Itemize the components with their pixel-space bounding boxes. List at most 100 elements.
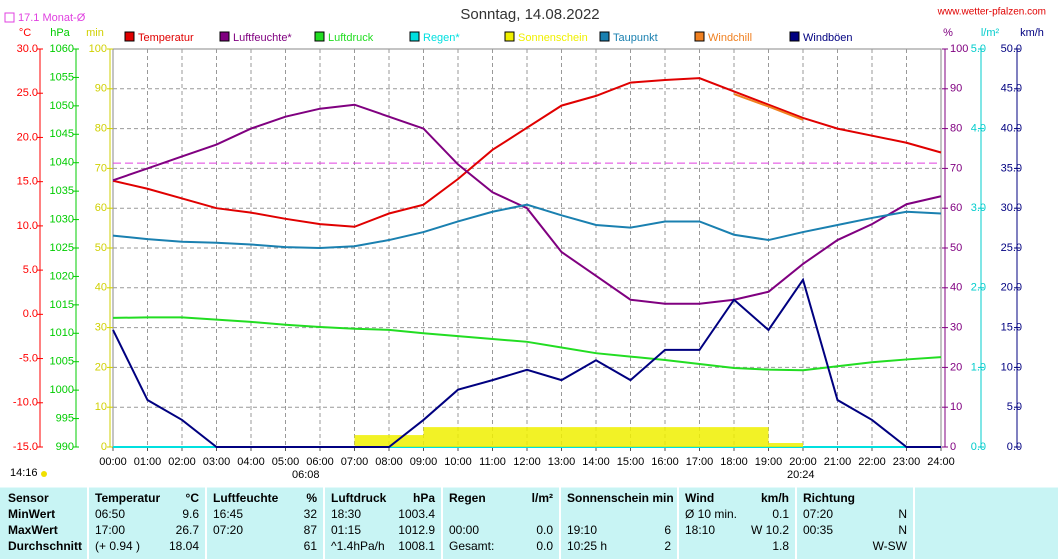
x-tick-label: 21:00 — [824, 456, 852, 468]
x-tick-label: 04:00 — [237, 456, 265, 468]
y-tick-label: 35.0 — [1001, 162, 1022, 174]
x-tick-label: 12:00 — [513, 456, 541, 468]
y-tick-label: 0 — [101, 441, 107, 453]
series-line — [112, 316, 942, 372]
x-tick-label: 07:00 — [341, 456, 369, 468]
x-tick-label: 20:00 — [789, 456, 817, 468]
y-tick-label: 2.0 — [971, 282, 986, 294]
series-line — [112, 277, 941, 448]
axis-unit: l/m² — [981, 27, 1000, 39]
y-tick-label: 25.0 — [1001, 242, 1022, 254]
table-cell: 1.8 — [772, 539, 789, 553]
y-tick-label: 60 — [950, 202, 962, 214]
legend-label: Luftdruck — [328, 32, 374, 44]
axis-unit: % — [943, 27, 953, 39]
table-cell: 61 — [304, 539, 318, 553]
y-tick-label: 20.0 — [17, 131, 38, 143]
table-unit: % — [306, 491, 317, 505]
legend-swatch — [599, 31, 610, 42]
y-tick-label: 990 — [56, 441, 74, 453]
legend-swatch — [314, 31, 325, 42]
x-tick-label: 00:00 — [99, 456, 127, 468]
table-row-label: Durchschnitt — [8, 539, 82, 553]
table-cell: 01:15 — [331, 523, 361, 537]
table-unit: l/m² — [532, 491, 553, 505]
table-row-label: MaxWert — [8, 523, 58, 537]
table-cell: 18:30 — [331, 507, 361, 521]
reference-label: 17.1 Monat-Ø — [18, 12, 86, 24]
table-cell: (+ 0.94 ) — [95, 539, 140, 553]
y-tick-label: 25.0 — [17, 87, 38, 99]
table-cell: 00:00 — [449, 523, 479, 537]
table-cell: 10:25 h — [567, 539, 607, 553]
y-tick-label: 5.0 — [971, 43, 986, 55]
y-tick-label: 20 — [950, 361, 962, 373]
sunshine-bar — [561, 427, 596, 447]
y-tick-label: 1025 — [50, 242, 74, 254]
series-line — [733, 93, 804, 121]
table-cell: 0.0 — [536, 539, 553, 553]
x-tick-label: 24:00 — [927, 456, 955, 468]
y-tick-label: 30 — [950, 322, 962, 334]
y-tick-label: 4.0 — [971, 123, 986, 135]
series-line — [112, 203, 942, 250]
sunshine-bar — [596, 427, 631, 447]
x-tick-label: 03:00 — [203, 456, 231, 468]
y-tick-label: -15.0 — [13, 441, 38, 453]
y-tick-label: 1015 — [50, 299, 74, 311]
legend-label: Windchill — [708, 32, 752, 44]
legend-label: Luftfeuchte* — [233, 32, 292, 44]
table-cell: 32 — [304, 507, 318, 521]
y-tick-label: 0 — [950, 441, 956, 453]
table-cell: 17:00 — [95, 523, 125, 537]
x-tick-label: 05:00 — [272, 456, 300, 468]
legend-swatch — [504, 31, 515, 42]
axis-unit: km/h — [1020, 27, 1044, 39]
sunshine-bar — [768, 443, 803, 447]
table-header: Luftdruck — [331, 491, 387, 505]
y-tick-label: 40 — [950, 282, 962, 294]
x-tick-label: 09:00 — [410, 456, 438, 468]
y-tick-label: -10.0 — [13, 397, 38, 409]
x-tick-label: 16:00 — [651, 456, 679, 468]
table-cell: 07:20 — [803, 507, 833, 521]
chart-title: Sonntag, 14.08.2022 — [460, 6, 599, 23]
y-tick-label: 1045 — [50, 128, 74, 140]
x-tick-label: 14:00 — [582, 456, 610, 468]
table-cell: 6 — [664, 523, 671, 537]
table-header: Wind — [685, 491, 714, 505]
y-tick-label: 90 — [95, 83, 107, 95]
x-tick-label: 02:00 — [168, 456, 196, 468]
y-tick-label: 80 — [95, 123, 107, 135]
table-unit: km/h — [761, 491, 789, 505]
x-tick-label: 23:00 — [893, 456, 921, 468]
table-cell: W-SW — [873, 539, 908, 553]
table-cell: N — [898, 507, 907, 521]
sunshine-bar — [492, 427, 527, 447]
y-tick-label: 30.0 — [17, 43, 38, 55]
sunshine-bar — [458, 427, 493, 447]
sunshine-bar — [527, 427, 562, 447]
sunshine-bar — [734, 427, 769, 447]
x-tick-label: 22:00 — [858, 456, 886, 468]
y-tick-label: 1010 — [50, 327, 74, 339]
y-tick-label: 10 — [950, 401, 962, 413]
y-tick-label: 1040 — [50, 157, 74, 169]
y-tick-label: 70 — [95, 162, 107, 174]
y-tick-label: 0.0 — [23, 308, 38, 320]
legend-swatch — [219, 31, 230, 42]
axis-unit: hPa — [50, 27, 70, 39]
table-cell: 07:20 — [213, 523, 243, 537]
y-tick-label: 70 — [950, 162, 962, 174]
source: www.wetter-pfalzen.com — [937, 7, 1046, 18]
x-tick-label: 06:00 — [306, 456, 334, 468]
y-tick-label: 50 — [950, 242, 962, 254]
y-tick-label: 15.0 — [1001, 322, 1022, 334]
sunshine-bar — [665, 427, 700, 447]
table-cell: 26.7 — [176, 523, 200, 537]
table-unit: °C — [186, 491, 200, 505]
legend-swatch — [124, 31, 135, 42]
legend-label: Sonnenschein — [518, 32, 588, 44]
y-tick-label: 1.0 — [971, 361, 986, 373]
